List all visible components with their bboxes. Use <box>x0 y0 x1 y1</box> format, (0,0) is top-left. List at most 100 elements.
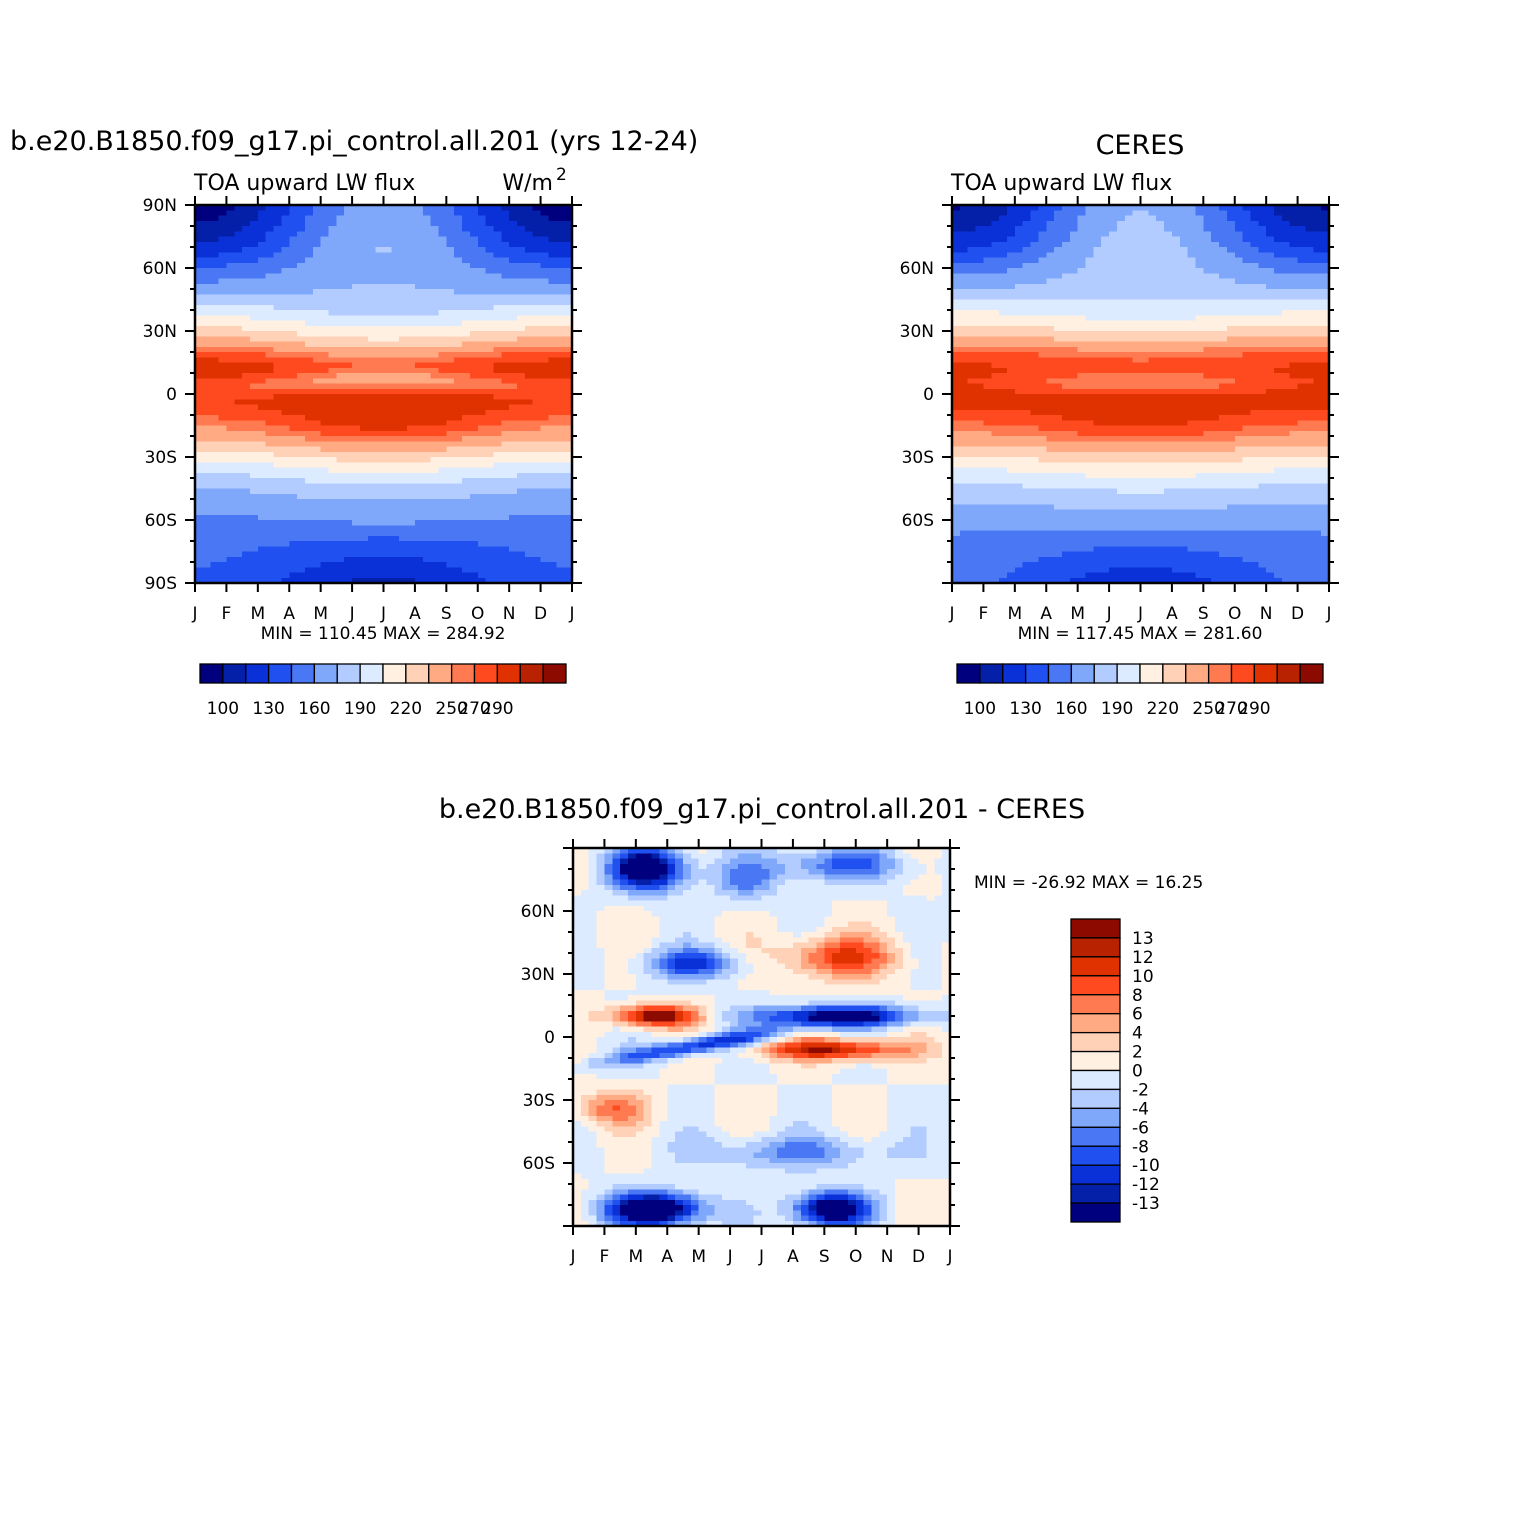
heatmap-cell <box>273 425 282 432</box>
heatmap-cell <box>218 341 228 348</box>
heatmap-cell <box>983 525 992 532</box>
heatmap-cell <box>477 294 487 301</box>
heatmap-cell <box>967 325 977 332</box>
heatmap-cell <box>1085 320 1094 327</box>
heatmap-cell <box>999 441 1008 448</box>
heatmap-cell <box>281 247 290 253</box>
heatmap-cell <box>407 441 416 448</box>
heatmap-cell <box>959 362 969 369</box>
heatmap-cell <box>967 488 977 495</box>
heatmap-cell <box>454 499 463 505</box>
heatmap-cell <box>548 467 557 474</box>
heatmap-cell <box>517 493 526 500</box>
heatmap-cell <box>1085 546 1094 553</box>
heatmap-cell <box>959 220 969 227</box>
heatmap-cell <box>391 226 400 232</box>
heatmap-cell <box>1006 446 1016 453</box>
heatmap-cell <box>344 336 353 343</box>
heatmap-cell <box>281 462 290 469</box>
heatmap-cell <box>975 378 985 385</box>
heatmap-cell <box>1022 572 1032 579</box>
heatmap-cell <box>438 467 447 474</box>
heatmap-cell <box>493 478 502 484</box>
heatmap-cell <box>195 220 204 227</box>
heatmap-cell <box>462 331 471 337</box>
heatmap-cell <box>1046 420 1055 427</box>
heatmap-cell <box>509 373 518 379</box>
heatmap-cell <box>257 273 267 280</box>
heatmap-cell <box>210 388 220 395</box>
heatmap-cell <box>1054 441 1063 448</box>
colorbar-box <box>450 663 476 684</box>
heatmap-cell <box>540 535 550 542</box>
heatmap-cell <box>336 262 345 269</box>
heatmap-cell <box>399 362 408 369</box>
heatmap-cell <box>359 205 369 211</box>
heatmap-cell <box>1014 509 1024 516</box>
heatmap-cell <box>383 357 392 364</box>
heatmap-cell <box>336 577 345 584</box>
heatmap-cell <box>1069 325 1079 332</box>
heatmap-cell <box>446 352 455 358</box>
heatmap-cell <box>242 215 251 222</box>
heatmap-cell <box>1006 331 1016 337</box>
heatmap-cell <box>469 336 479 343</box>
heatmap-cell <box>469 562 479 568</box>
heatmap-cell <box>1077 241 1087 248</box>
heatmap-cell <box>257 336 267 343</box>
heatmap-cell <box>999 215 1008 222</box>
heatmap-cell <box>967 446 977 453</box>
heatmap-cell <box>983 425 992 432</box>
heatmap-cell <box>469 252 479 259</box>
x-tick-label: J <box>380 604 386 624</box>
heatmap-cell <box>210 441 220 448</box>
heatmap-cell <box>399 472 408 479</box>
heatmap-cell <box>556 420 565 427</box>
heatmap-cell <box>367 378 377 385</box>
heatmap-cell <box>273 367 282 374</box>
heatmap-cell <box>999 383 1008 390</box>
heatmap-cell <box>1054 357 1063 364</box>
heatmap-cell <box>422 236 432 243</box>
heatmap-cell <box>367 483 377 490</box>
heatmap-cell <box>983 394 992 400</box>
heatmap-cell <box>281 567 290 574</box>
heatmap-cell <box>328 346 337 353</box>
heatmap-cell <box>477 357 487 364</box>
heatmap-cell <box>1069 436 1079 442</box>
heatmap-cell <box>1006 514 1016 521</box>
heatmap-cell <box>959 420 969 427</box>
heatmap-cell <box>234 367 243 374</box>
heatmap-cell <box>1069 483 1079 490</box>
heatmap-cell <box>320 535 330 542</box>
heatmap-cell <box>1046 231 1055 238</box>
heatmap-cell <box>1022 451 1032 458</box>
heatmap-cell <box>1038 562 1047 568</box>
heatmap-cell <box>297 367 306 374</box>
heatmap-cell <box>359 273 369 280</box>
heatmap-cell <box>242 446 251 453</box>
heatmap-cell <box>320 210 330 217</box>
heatmap-cell <box>548 483 557 490</box>
heatmap-cell <box>1085 425 1094 432</box>
heatmap-cell <box>391 236 400 243</box>
heatmap-cell <box>540 352 550 358</box>
heatmap-cell <box>454 220 463 227</box>
heatmap-cell <box>975 425 985 432</box>
heatmap-cell <box>454 231 463 238</box>
heatmap-cell <box>454 378 463 385</box>
heatmap-cell <box>524 320 534 327</box>
heatmap-cell <box>454 315 463 322</box>
heatmap-cell <box>556 551 565 558</box>
heatmap-cell <box>1046 478 1055 484</box>
heatmap-cell <box>485 373 495 379</box>
heatmap-cell <box>1069 404 1079 411</box>
heatmap-cell <box>257 278 267 285</box>
heatmap-cell <box>249 488 259 495</box>
heatmap-cell <box>517 404 526 411</box>
heatmap-cell <box>1077 205 1087 211</box>
heatmap-cell <box>501 367 510 374</box>
heatmap-cell <box>446 310 455 316</box>
heatmap-cell <box>446 467 455 474</box>
heatmap-cell <box>414 430 424 437</box>
